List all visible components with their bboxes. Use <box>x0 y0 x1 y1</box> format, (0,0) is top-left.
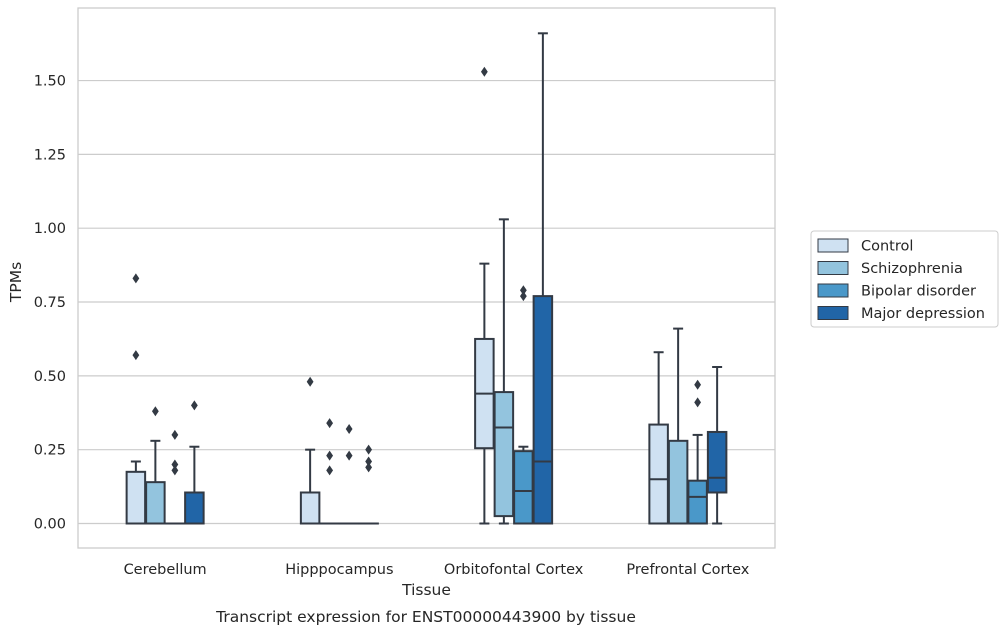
y-tick-label: 0.75 <box>34 295 66 311</box>
y-tick-label: 0.50 <box>34 369 66 385</box>
outlier-point <box>171 465 179 476</box>
box-bipolar-disorder <box>513 285 534 525</box>
box-major-depression <box>706 365 728 525</box>
outlier-point <box>326 465 334 476</box>
outlier-point <box>519 285 527 296</box>
box-body <box>513 450 534 525</box>
box-control <box>125 273 147 525</box>
outlier-point <box>132 350 140 361</box>
legend-swatch <box>817 238 849 253</box>
outlier-point <box>694 397 702 408</box>
x-tick-label: Prefrontal Cortex <box>626 562 749 578</box>
box-control <box>648 351 669 525</box>
box-control <box>474 66 495 525</box>
box-schizophrenia <box>145 406 166 525</box>
outlier-point <box>326 450 334 461</box>
outlier-point <box>306 376 314 387</box>
y-axis-title: TPMs <box>7 262 25 303</box>
chart-caption: Transcript expression for ENST0000044390… <box>215 608 636 626</box>
outlier-point <box>480 66 488 77</box>
y-tick-labels: 0.00 0.25 0.50 0.75 1.00 1.25 1.50 <box>34 74 66 533</box>
x-axis-title: Tissue <box>401 581 451 599</box>
outlier-point <box>365 444 373 455</box>
box-major-depression <box>532 32 554 525</box>
legend-frame <box>810 230 999 328</box>
outlier-point <box>519 291 527 302</box>
outlier-point <box>345 450 353 461</box>
legend-label: Control <box>861 239 913 255</box>
box-body <box>648 423 669 525</box>
box-bipolar-disorder <box>164 429 186 525</box>
legend-swatch <box>817 283 849 298</box>
box-body <box>706 430 728 494</box>
y-tick-label: 1.50 <box>34 74 66 90</box>
outlier-point <box>190 400 198 411</box>
legend-label: Bipolar disorder <box>861 284 976 300</box>
outlier-point <box>694 379 702 390</box>
box-schizophrenia <box>319 418 340 525</box>
box-schizophrenia <box>667 327 689 525</box>
y-tick-label: 0.00 <box>34 517 66 533</box>
box-body <box>532 295 554 525</box>
x-tick-label: Hipppocampus <box>285 562 393 578</box>
boxes <box>125 32 728 525</box>
y-tick-label: 1.00 <box>34 221 66 237</box>
box-body <box>125 470 147 525</box>
outlier-point <box>171 459 179 470</box>
outlier-point <box>365 462 373 473</box>
box-body <box>493 391 515 518</box>
legend-swatch <box>817 306 849 320</box>
box-body <box>145 481 166 525</box>
legend: Control Schizophrenia Bipolar disorder Majo… <box>810 230 999 328</box>
box-major-depression <box>184 400 205 525</box>
box-body <box>299 491 321 525</box>
y-tick-label: 1.25 <box>34 147 66 163</box>
legend-label: Major depression <box>861 306 985 322</box>
legend-swatch <box>817 261 849 275</box>
outlier-point <box>365 456 373 467</box>
box-major-depression <box>358 444 379 525</box>
legend-label: Schizophrenia <box>861 261 963 277</box>
box-bipolar-disorder <box>338 424 360 525</box>
x-tick-label: Orbitofontal Cortex <box>444 562 584 578</box>
outlier-point <box>345 424 353 435</box>
plot-frame <box>77 7 776 549</box>
y-tick-label: 0.25 <box>34 443 66 459</box>
box-body <box>184 491 205 525</box>
box-body <box>687 479 708 525</box>
box-schizophrenia <box>493 218 515 525</box>
box-bipolar-disorder <box>687 379 708 525</box>
outlier-point <box>132 273 140 284</box>
x-tick-label: Cerebellum <box>124 562 207 578</box>
outlier-point <box>326 418 334 429</box>
box-control <box>299 376 321 525</box>
outlier-point <box>151 406 159 417</box>
box-body <box>667 439 689 525</box>
x-tick-labels: Cerebellum Hipppocampus Orbitofontal Corte… <box>124 562 750 578</box>
outlier-point <box>171 429 179 440</box>
